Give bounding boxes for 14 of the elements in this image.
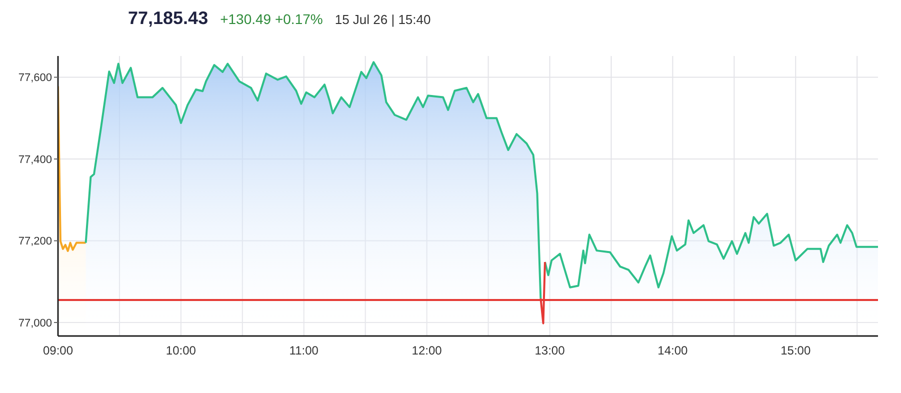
- y-tick-label: 77,200: [18, 236, 52, 248]
- x-tick-label: 13:00: [534, 344, 566, 358]
- text: 15 Jul 26 | 15:40: [334, 12, 431, 27]
- x-tick-label: 12:00: [412, 344, 442, 358]
- chart-subtitle: +130.49 +0.17%: [220, 11, 323, 27]
- y-tick-label: 77,400: [18, 154, 52, 166]
- x-tick-label: 14:00: [658, 344, 688, 358]
- x-tick-label: 09:00: [42, 344, 74, 358]
- x-tick-label: 10:00: [166, 344, 196, 358]
- y-tick-label: 77,000: [18, 317, 52, 330]
- x-tick-label: 11:00: [289, 344, 319, 358]
- y-tick-label: 77,600: [18, 72, 52, 84]
- chart-title: 77,185.43: [128, 8, 208, 29]
- x-tick-label: 15:00: [780, 344, 811, 358]
